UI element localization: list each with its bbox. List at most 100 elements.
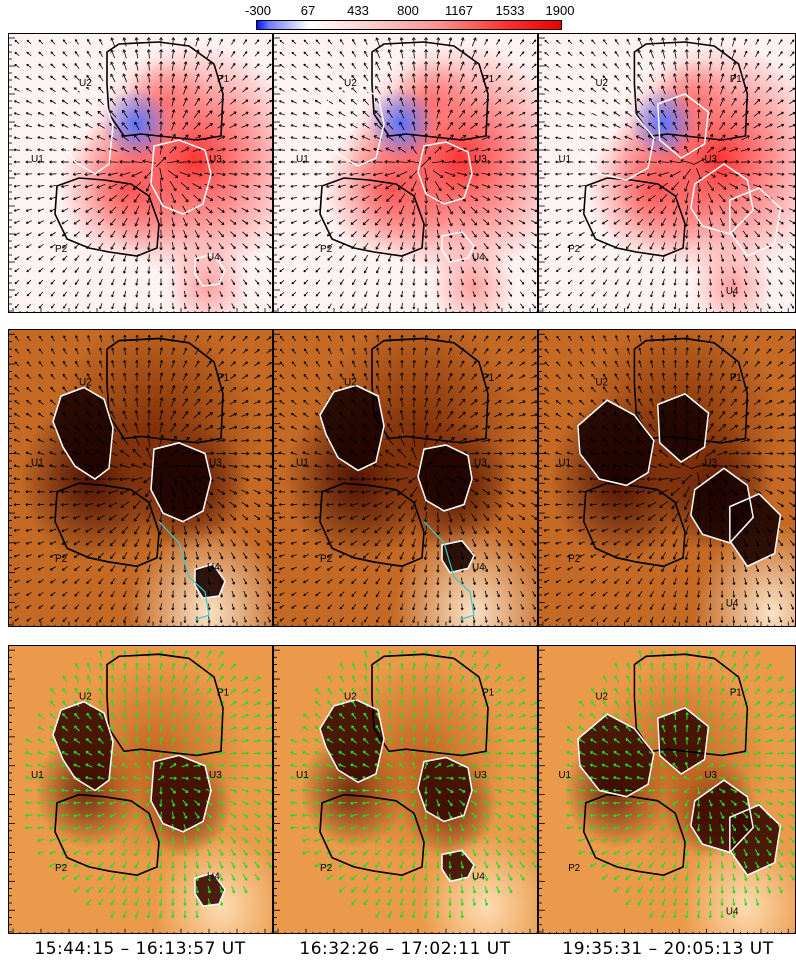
umbra-contour: [52, 87, 114, 175]
umbra-contour: [417, 141, 473, 205]
region-label-u4: U4: [472, 252, 485, 263]
region-label-p2: P2: [320, 244, 333, 255]
map-image: P1 U2 U1 U3 U4 P2: [274, 330, 537, 626]
umbra-contour: [657, 707, 710, 775]
axis-ticks: [539, 333, 795, 626]
region-label-p1: P1: [730, 373, 742, 384]
map-image: P1 U2 U1 U3 U4 P2: [274, 646, 537, 933]
region-label-u3: U3: [209, 458, 222, 469]
region-label-p1: P1: [730, 74, 742, 85]
colorbar-tick-label: 1900: [545, 3, 575, 18]
region-label-u2: U2: [595, 377, 608, 388]
region-label-u4: U4: [726, 906, 739, 917]
intensity-dark-row-panel: P1 U2 U1 U3 U4 P2: [273, 329, 538, 627]
region-label-u3: U3: [474, 154, 487, 165]
intensity-light-row-panel: P1 U2 U1 U3 U4 P2: [538, 645, 796, 934]
region-label-p1: P1: [217, 373, 229, 384]
map-image: P1 U2 U1 U3 U4 P2: [9, 330, 272, 626]
colorbar-tick-label: 67: [300, 3, 316, 18]
axis-ticks: [539, 37, 795, 312]
colorbar-tick-label: 800: [397, 3, 419, 18]
velocity-arrows: [290, 650, 537, 919]
time-range-label: 19:35:31 – 20:05:13 UT: [562, 939, 774, 959]
cyan-contour: [423, 521, 475, 621]
umbra-contour: [657, 93, 710, 159]
region-label-p1: P1: [482, 74, 495, 85]
axis-ticks: [9, 37, 272, 312]
umbra-contour: [441, 849, 475, 883]
region-label-u3: U3: [705, 154, 718, 165]
region-label-u4: U4: [726, 286, 739, 297]
umbra-contour: [690, 779, 754, 854]
time-range-label: 15:44:15 – 16:13:57 UT: [34, 939, 246, 959]
region-label-u1: U1: [296, 458, 309, 469]
region-contour-p1: [106, 337, 224, 444]
region-contour-p2: [54, 482, 160, 568]
region-label-p1: P1: [217, 687, 230, 698]
region-label-p1: P1: [482, 373, 494, 384]
region-label-p2: P2: [320, 863, 333, 874]
cyan-contour: [158, 521, 210, 621]
region-label-u2: U2: [79, 692, 92, 703]
umbra-contour: [441, 539, 475, 574]
region-label-u4: U4: [207, 252, 220, 263]
axis-ticks: [274, 37, 537, 312]
region-label-u1: U1: [31, 154, 44, 165]
region-label-u1: U1: [558, 770, 571, 781]
colorbar-tick-label: 433: [347, 3, 369, 18]
umbra-contour: [729, 804, 782, 877]
umbra-contour: [52, 386, 114, 480]
umbra-contour: [690, 467, 754, 544]
region-label-u3: U3: [705, 458, 718, 469]
intensity-dark-row-panel: P1 U2 U1 U3 U4 P2: [8, 329, 273, 627]
region-label-u2: U2: [344, 692, 357, 703]
umbra-contour: [150, 441, 212, 523]
region-label-u2: U2: [79, 377, 92, 388]
map-image: P1 U2 U1 U3 U4 P2: [9, 646, 272, 933]
region-contour-p1: [106, 41, 224, 141]
magnetogram-row-panel: P1 U2 U1 U3 U4 P2: [538, 33, 796, 313]
region-label-p2: P2: [55, 244, 68, 255]
umbra-contour: [729, 187, 782, 257]
umbra-contour: [417, 444, 473, 512]
region-contour-p2: [319, 177, 425, 257]
intensity-light-row-panel: P1 U2 U1 U3 U4 P2: [8, 645, 273, 934]
region-label-u1: U1: [296, 770, 309, 781]
umbra-contour: [690, 163, 754, 235]
magnetogram-row-panel: P1 U2 U1 U3 U4 P2: [273, 33, 538, 313]
axis-ticks: [539, 649, 795, 933]
region-contour-p1: [633, 653, 749, 757]
umbra-contour: [319, 384, 385, 472]
region-label-p2: P2: [320, 554, 332, 565]
region-label-u4: U4: [472, 871, 485, 882]
map-image: P1 U2 U1 U3 U4 P2: [9, 34, 272, 312]
umbra-contour: [657, 392, 710, 463]
umbra-contour: [150, 139, 212, 215]
map-image: P1 U2 U1 U3 U4 P2: [539, 34, 795, 312]
region-contour-p1: [371, 337, 489, 444]
region-contour-p1: [106, 653, 224, 757]
region-label-p1: P1: [217, 74, 230, 85]
region-contour-p1: [371, 41, 489, 141]
region-contour-p2: [582, 177, 686, 257]
velocity-arrows: [278, 334, 537, 623]
region-contour-p2: [319, 482, 425, 568]
velocity-arrows: [25, 650, 272, 919]
colorbar-group: -300 67 433 800 1167 1533 1900: [0, 0, 796, 34]
umbra-contour: [194, 872, 226, 907]
axis-ticks: [274, 649, 537, 933]
velocity-arrows: [543, 37, 795, 310]
region-label-p2: P2: [568, 863, 580, 874]
region-label-u1: U1: [558, 154, 570, 165]
region-label-u4: U4: [726, 598, 739, 609]
umbra-contour: [319, 85, 385, 167]
axis-ticks: [274, 333, 537, 626]
region-label-u3: U3: [209, 154, 222, 165]
umbra-contour: [52, 700, 114, 792]
region-contour-p1: [371, 653, 489, 757]
region-label-p1: P1: [730, 687, 742, 698]
region-label-u2: U2: [595, 78, 607, 89]
region-label-u2: U2: [344, 377, 357, 388]
region-label-u1: U1: [296, 154, 309, 165]
region-label-p1: P1: [482, 687, 495, 698]
